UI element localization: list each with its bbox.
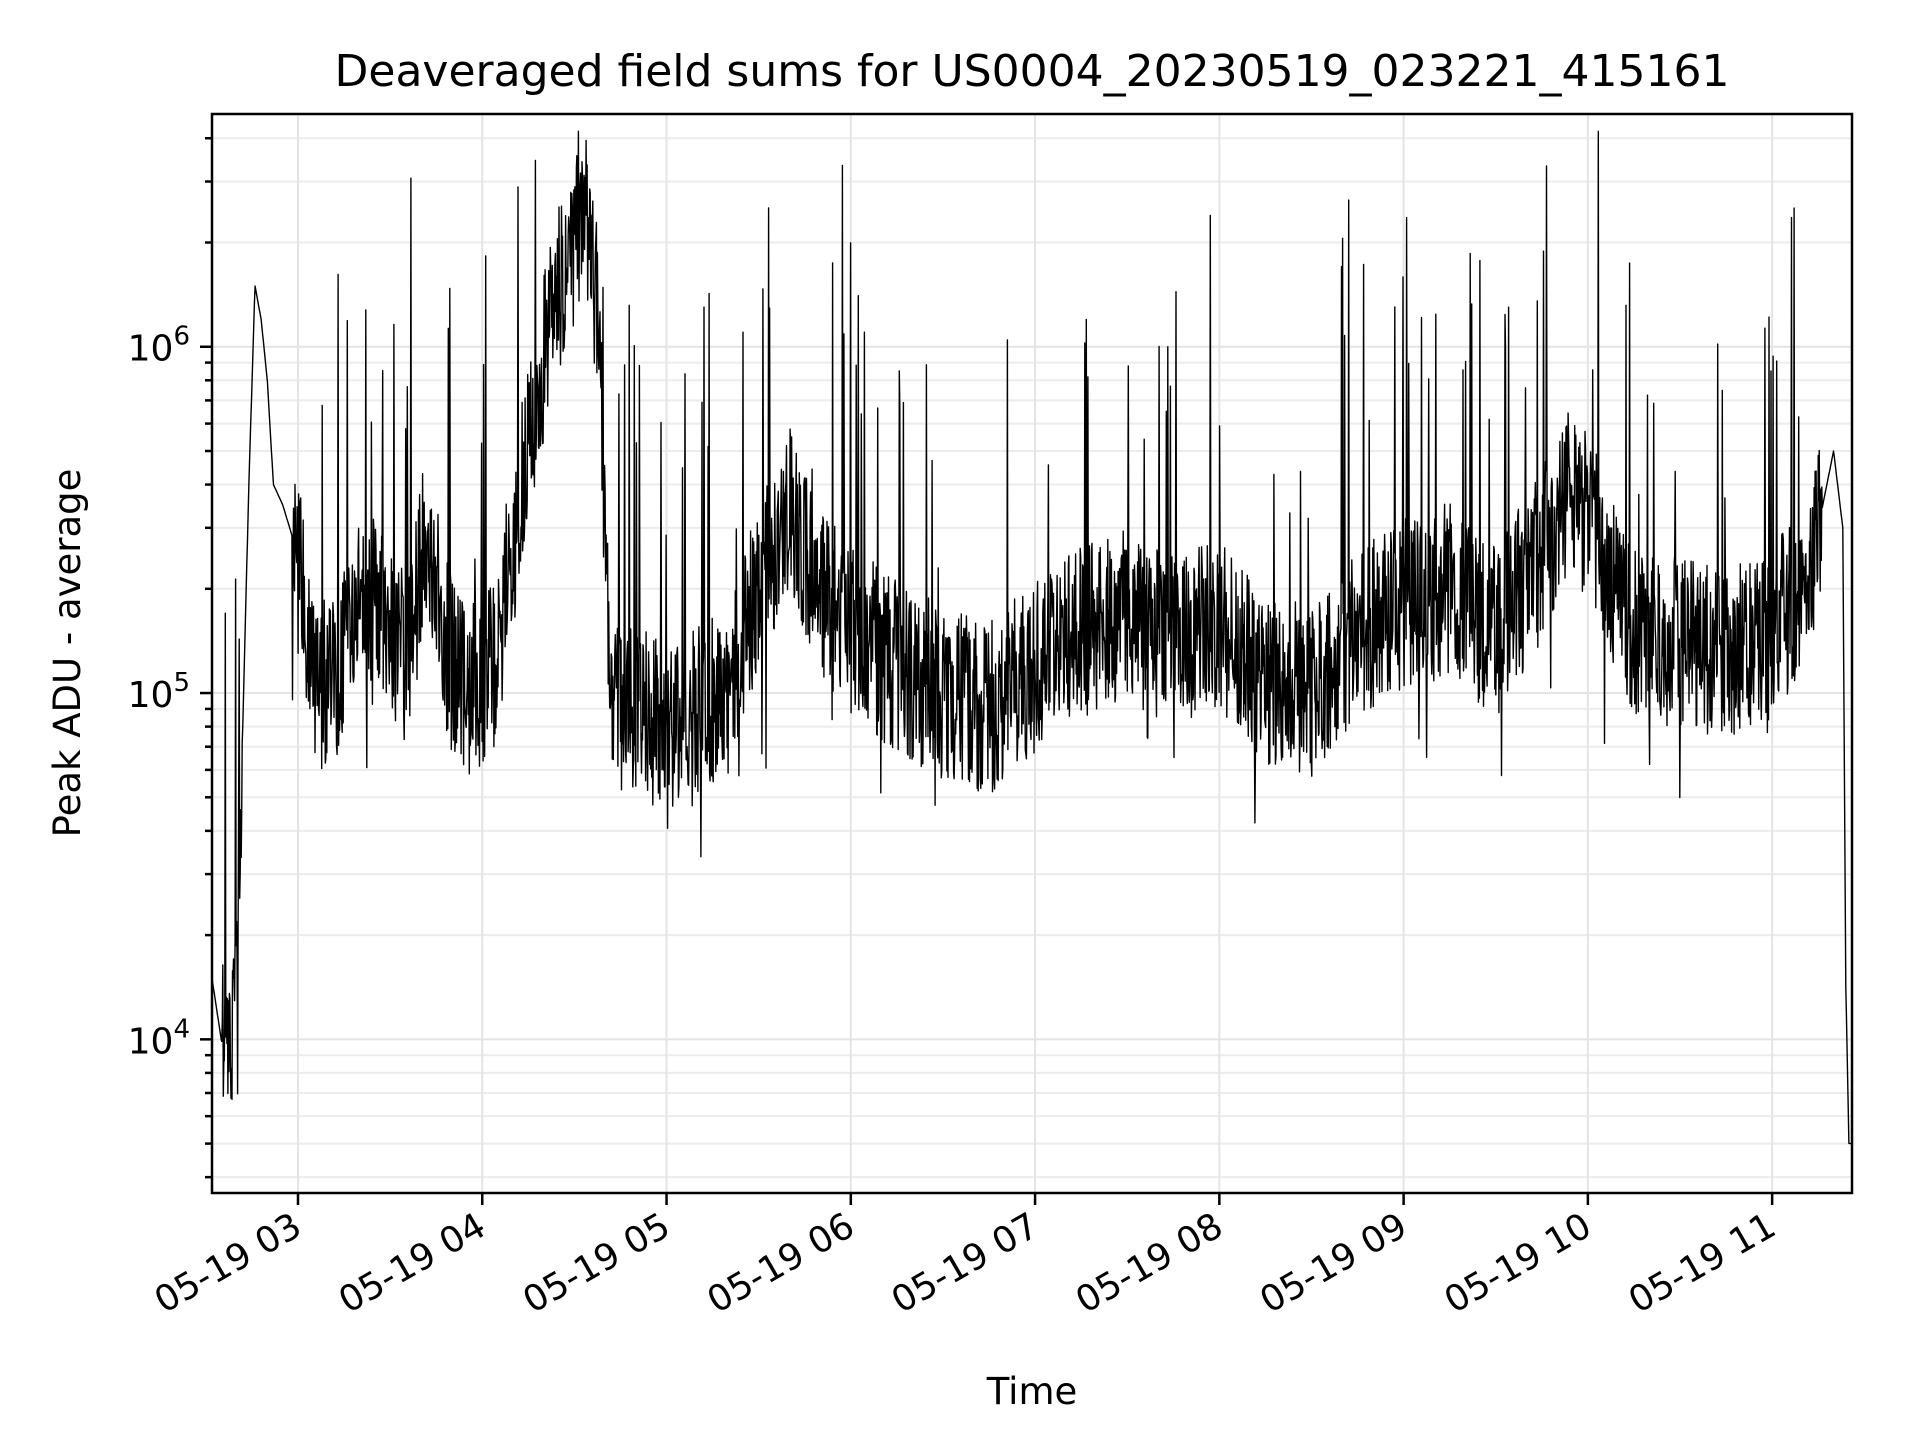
y-tick-label: 105 [128,668,190,716]
y-tick-labels: 104 105 106 [128,322,190,1063]
plot-area-frame [210,112,1854,1195]
y-tick-label: 106 [128,322,190,370]
series-layer [211,130,1853,1145]
series-line-0 [211,130,1853,1145]
y-axis-label: Peak ADU - average [46,469,89,838]
y-tick-label: 104 [128,1014,190,1062]
axis-ticks [200,137,1774,1205]
minor-gridlines [212,137,1852,1179]
chart-title: Deaveraged field sums for US0004_2023051… [335,46,1730,97]
x-axis-label: Time [986,1370,1078,1413]
